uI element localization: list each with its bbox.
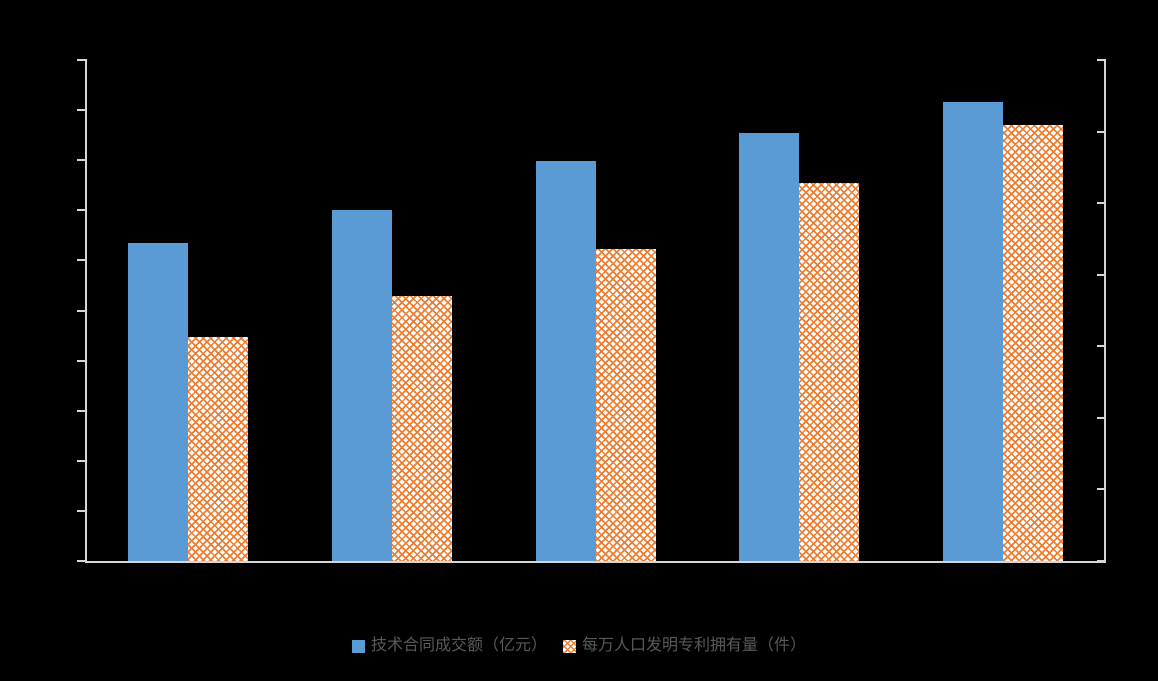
right-axis-tick-mark bbox=[1097, 345, 1104, 348]
left-axis-tick-mark bbox=[77, 359, 85, 362]
left-y-axis-line bbox=[85, 59, 87, 563]
x-axis-line bbox=[85, 561, 1106, 563]
bar-series1-group3 bbox=[535, 161, 596, 561]
legend-item-contract-turnover: 技术合同成交额（亿元） bbox=[351, 637, 547, 654]
bar-series2-group2 bbox=[391, 295, 452, 561]
bar-series2-group3 bbox=[595, 248, 656, 561]
chart-legend: 技术合同成交额（亿元） 每万人口发明专利拥有量（件） bbox=[0, 638, 1158, 654]
right-axis-tick-mark bbox=[1097, 202, 1104, 205]
legend-item-patents-per-10k: 每万人口发明专利拥有量（件） bbox=[563, 638, 806, 654]
right-y-axis-line bbox=[1104, 59, 1106, 563]
legend-label-contract-turnover: 技术合同成交额（亿元） bbox=[370, 637, 547, 654]
left-axis-tick-mark bbox=[77, 109, 85, 112]
bar-series1-group4 bbox=[739, 133, 800, 561]
left-axis-tick-mark bbox=[77, 309, 85, 312]
plot-area bbox=[77, 59, 1106, 563]
left-axis-tick-mark bbox=[77, 459, 85, 462]
right-axis-tick-mark bbox=[1097, 416, 1104, 419]
bar-series2-group5 bbox=[1003, 125, 1064, 561]
left-axis-tick-mark bbox=[77, 409, 85, 412]
bar-series1-group5 bbox=[943, 102, 1004, 561]
left-axis-tick-mark bbox=[77, 159, 85, 162]
bar-series2-group1 bbox=[187, 337, 248, 561]
legend-label-patents-per-10k: 每万人口发明专利拥有量（件） bbox=[582, 637, 807, 654]
left-axis-tick-mark bbox=[77, 560, 85, 562]
right-axis-tick-mark bbox=[1097, 130, 1104, 133]
bar-series2-group4 bbox=[799, 182, 860, 561]
orange-pattern-swatch-icon bbox=[563, 639, 576, 653]
bar-series1-group2 bbox=[331, 209, 392, 561]
left-axis-tick-mark bbox=[77, 259, 85, 262]
left-axis-tick-mark bbox=[77, 59, 85, 61]
left-axis-tick-mark bbox=[77, 509, 85, 512]
blue-series-swatch-icon bbox=[351, 639, 365, 653]
right-axis-tick-mark bbox=[1097, 59, 1104, 61]
right-axis-tick-mark bbox=[1097, 273, 1104, 276]
right-axis-tick-mark bbox=[1097, 488, 1104, 491]
left-axis-tick-mark bbox=[77, 209, 85, 212]
bar-series1-group1 bbox=[127, 243, 188, 561]
right-axis-tick-mark bbox=[1097, 560, 1104, 562]
